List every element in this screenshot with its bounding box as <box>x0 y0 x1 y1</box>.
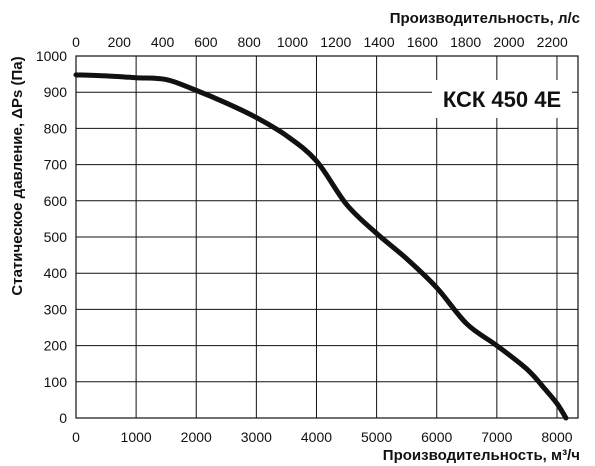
x2-tick-label: 1600 <box>407 34 438 50</box>
model-label: КСК 450 4Е <box>443 87 561 112</box>
x-tick-label: 5000 <box>361 429 392 445</box>
x-tick-label: 4000 <box>301 429 332 445</box>
y-tick-label: 400 <box>44 265 68 281</box>
x2-tick-label: 1000 <box>277 34 308 50</box>
x2-tick-label: 400 <box>151 34 175 50</box>
x-tick-label: 7000 <box>481 429 512 445</box>
x2-tick-label: 2200 <box>537 34 568 50</box>
x2-tick-label: 800 <box>237 34 261 50</box>
y-tick-label: 100 <box>44 374 68 390</box>
x2-tick-label: 200 <box>108 34 132 50</box>
x2-tick-label: 0 <box>72 34 80 50</box>
y-tick-label: 300 <box>44 301 68 317</box>
x-tick-label: 1000 <box>121 429 152 445</box>
x-tick-label: 3000 <box>241 429 272 445</box>
model-label-background <box>432 80 572 118</box>
x-tick-label: 2000 <box>181 429 212 445</box>
y-tick-label: 600 <box>44 193 68 209</box>
y-tick-label: 700 <box>44 157 68 173</box>
x2-tick-label: 1200 <box>320 34 351 50</box>
y-axis-title: Статическое давление, ΔPs (Па) <box>9 56 26 295</box>
x2-axis-ticks: 0 200 400 600 800 1000 1200 1400 1600 1800 2000 220… <box>72 34 568 50</box>
x2-tick-label: 2000 <box>493 34 524 50</box>
x-tick-label: 8000 <box>541 429 572 445</box>
x-tick-label: 6000 <box>421 429 452 445</box>
y-tick-label: 0 <box>59 410 67 426</box>
x2-tick-label: 1400 <box>363 34 394 50</box>
x2-axis-title: Производительность, л/с <box>390 10 580 27</box>
x-axis-title: Производительность, м³/ч <box>383 447 580 464</box>
grid <box>75 55 578 419</box>
x-tick-label: 0 <box>72 429 80 445</box>
x2-tick-label: 1800 <box>450 34 481 50</box>
x-axis-ticks: 0 1000 2000 3000 4000 5000 6000 7000 8000 <box>72 429 573 445</box>
plot-frame <box>75 55 579 419</box>
y-tick-label: 900 <box>44 84 68 100</box>
y-tick-label: 500 <box>44 229 68 245</box>
y-axis-ticks: 0 100 200 300 400 500 600 700 800 900 1000 <box>36 48 67 426</box>
y-tick-label: 200 <box>44 338 68 354</box>
y-tick-label: 800 <box>44 120 68 136</box>
x2-tick-label: 600 <box>194 34 218 50</box>
y-tick-label: 1000 <box>36 48 67 64</box>
series-line <box>73 72 569 421</box>
